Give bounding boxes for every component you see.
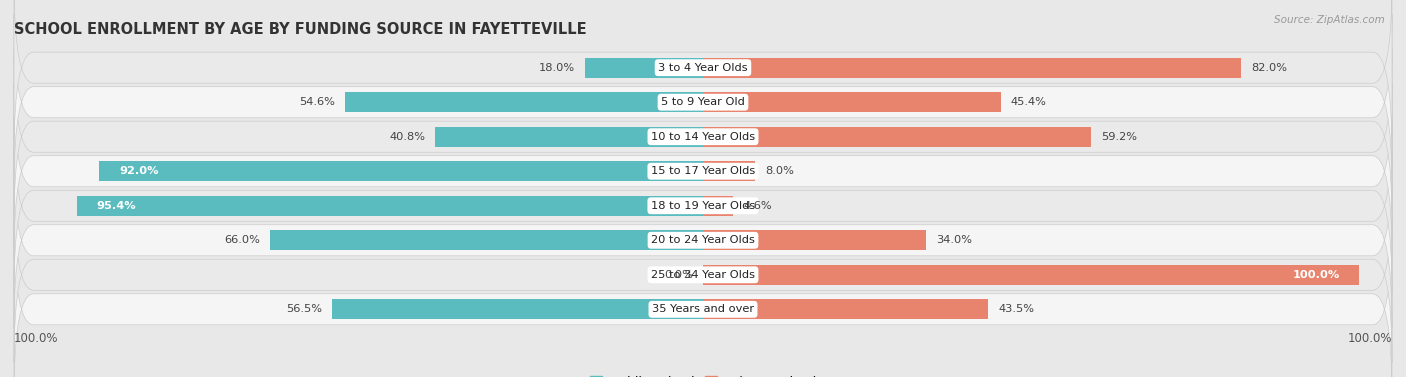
Text: 59.2%: 59.2% bbox=[1101, 132, 1137, 142]
Text: 15 to 17 Year Olds: 15 to 17 Year Olds bbox=[651, 166, 755, 176]
Text: 34.0%: 34.0% bbox=[936, 235, 972, 245]
Text: 100.0%: 100.0% bbox=[1292, 270, 1340, 280]
Text: 82.0%: 82.0% bbox=[1251, 63, 1286, 73]
Bar bbox=[270, 230, 703, 250]
Bar bbox=[703, 230, 927, 250]
Text: 95.4%: 95.4% bbox=[97, 201, 136, 211]
Bar bbox=[436, 127, 703, 147]
Text: 0.0%: 0.0% bbox=[664, 270, 693, 280]
FancyBboxPatch shape bbox=[14, 0, 1392, 156]
Text: 8.0%: 8.0% bbox=[765, 166, 794, 176]
Text: 45.4%: 45.4% bbox=[1011, 97, 1046, 107]
Text: 35 Years and over: 35 Years and over bbox=[652, 304, 754, 314]
Text: SCHOOL ENROLLMENT BY AGE BY FUNDING SOURCE IN FAYETTEVILLE: SCHOOL ENROLLMENT BY AGE BY FUNDING SOUR… bbox=[14, 22, 586, 37]
Text: 18 to 19 Year Olds: 18 to 19 Year Olds bbox=[651, 201, 755, 211]
Bar bbox=[332, 299, 703, 319]
Legend: Public School, Private School: Public School, Private School bbox=[589, 375, 817, 377]
Bar bbox=[703, 299, 988, 319]
FancyBboxPatch shape bbox=[14, 187, 1392, 363]
Bar bbox=[703, 196, 733, 216]
FancyBboxPatch shape bbox=[14, 152, 1392, 328]
Text: 25 to 34 Year Olds: 25 to 34 Year Olds bbox=[651, 270, 755, 280]
Bar bbox=[585, 58, 703, 78]
Bar bbox=[703, 58, 1241, 78]
Text: 18.0%: 18.0% bbox=[538, 63, 575, 73]
Bar bbox=[703, 127, 1091, 147]
Text: 100.0%: 100.0% bbox=[1347, 332, 1392, 345]
Text: 10 to 14 Year Olds: 10 to 14 Year Olds bbox=[651, 132, 755, 142]
Text: 54.6%: 54.6% bbox=[299, 97, 335, 107]
Bar bbox=[344, 92, 703, 112]
Text: 40.8%: 40.8% bbox=[389, 132, 426, 142]
Text: Source: ZipAtlas.com: Source: ZipAtlas.com bbox=[1274, 15, 1385, 25]
Text: 92.0%: 92.0% bbox=[120, 166, 159, 176]
Bar bbox=[100, 161, 703, 181]
Text: 4.6%: 4.6% bbox=[742, 201, 772, 211]
Bar bbox=[77, 196, 703, 216]
FancyBboxPatch shape bbox=[14, 221, 1392, 377]
Bar bbox=[703, 265, 1360, 285]
Text: 100.0%: 100.0% bbox=[14, 332, 59, 345]
Bar bbox=[703, 161, 755, 181]
Text: 43.5%: 43.5% bbox=[998, 304, 1035, 314]
Text: 3 to 4 Year Olds: 3 to 4 Year Olds bbox=[658, 63, 748, 73]
Text: 20 to 24 Year Olds: 20 to 24 Year Olds bbox=[651, 235, 755, 245]
FancyBboxPatch shape bbox=[14, 83, 1392, 259]
Bar bbox=[703, 92, 1001, 112]
Text: 56.5%: 56.5% bbox=[287, 304, 322, 314]
FancyBboxPatch shape bbox=[14, 118, 1392, 294]
FancyBboxPatch shape bbox=[14, 14, 1392, 190]
Text: 66.0%: 66.0% bbox=[224, 235, 260, 245]
Text: 5 to 9 Year Old: 5 to 9 Year Old bbox=[661, 97, 745, 107]
FancyBboxPatch shape bbox=[14, 49, 1392, 225]
